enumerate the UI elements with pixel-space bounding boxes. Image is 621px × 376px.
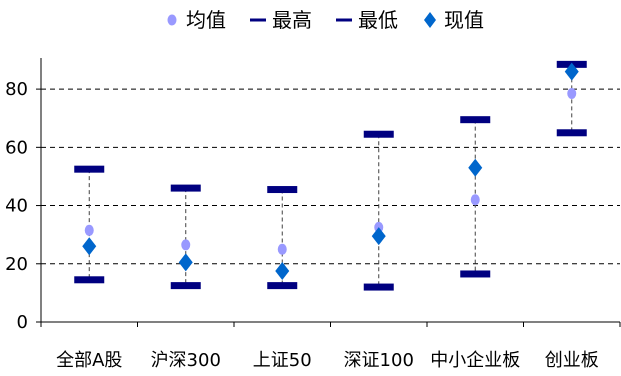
mean-marker (181, 239, 191, 251)
y-tick-label: 20 (5, 254, 28, 275)
low-marker (556, 129, 587, 137)
mean-marker (277, 243, 287, 255)
y-tick-label: 0 (17, 312, 28, 333)
gridlines (41, 88, 620, 265)
current-marker (371, 227, 386, 246)
mean-marker (84, 224, 94, 236)
y-tick-label: 40 (5, 196, 28, 217)
current-marker (468, 158, 483, 177)
x-tick-label: 创业板 (545, 350, 599, 371)
current-marker (82, 237, 97, 256)
current-marker (275, 262, 290, 281)
legend-label: 现值 (444, 8, 484, 32)
legend: 均值 最高 最低 现值 (167, 8, 484, 32)
legend-bar-icon (250, 18, 266, 22)
current-marker (178, 253, 193, 272)
x-tick-label: 深证100 (344, 350, 414, 371)
low-marker (460, 270, 491, 278)
y-tick-label: 60 (5, 137, 28, 158)
x-tick-label: 上证50 (253, 350, 312, 371)
low-marker (74, 276, 105, 284)
legend-diamond-icon (424, 12, 436, 28)
legend-mean-icon (167, 14, 177, 26)
high-marker (267, 186, 298, 194)
high-marker (460, 116, 491, 124)
legend-label: 最低 (358, 8, 398, 32)
y-tick-label: 80 (5, 79, 28, 100)
low-marker (363, 283, 394, 291)
high-marker (363, 130, 394, 138)
high-marker (170, 184, 201, 192)
low-marker (267, 282, 298, 290)
current-marker (564, 62, 579, 81)
low-marker (170, 282, 201, 290)
axes: 0 20 40 60 80 全部A股 沪深300 上证50 深证100 中小企业板 创业板 (5, 58, 621, 371)
x-tick-label: 沪深300 (151, 350, 221, 371)
mean-marker (470, 194, 480, 206)
legend-label: 均值 (186, 8, 226, 32)
mean-marker (567, 87, 577, 99)
legend-label: 最高 (272, 8, 312, 32)
range-lines (88, 64, 573, 288)
legend-bar-icon (336, 18, 352, 22)
data-marks (74, 60, 587, 291)
x-tick-label: 全部A股 (56, 350, 122, 371)
x-tick-label: 中小企业板 (430, 350, 520, 371)
high-marker (74, 165, 105, 173)
